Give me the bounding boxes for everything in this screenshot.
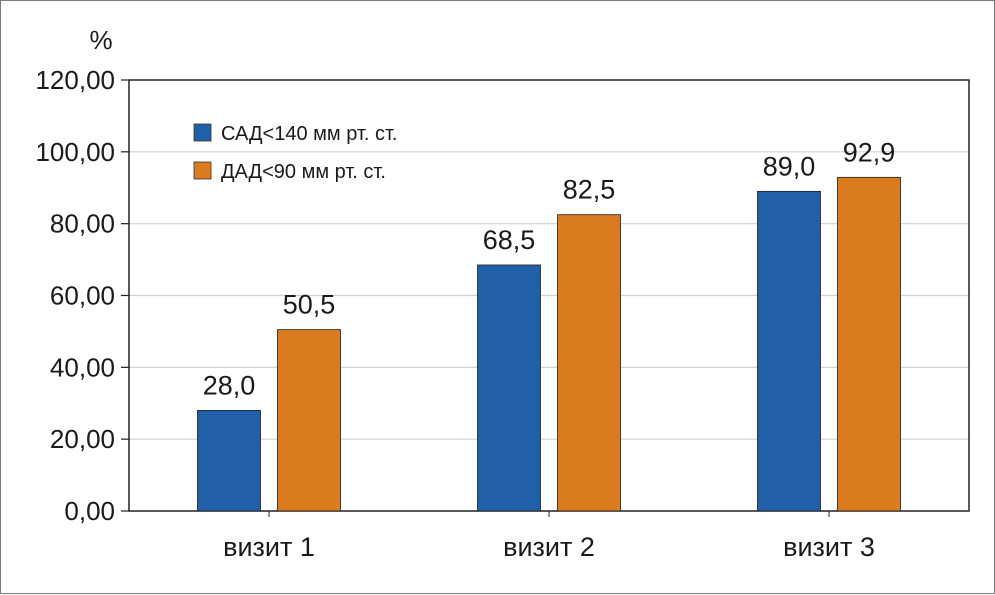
data-label: 28,0 [203, 370, 256, 400]
legend: САД<140 мм рт. ст. ДАД<90 мм рт. ст. [193, 123, 397, 183]
bar [837, 176, 901, 512]
bar [277, 329, 341, 512]
data-label: 68,5 [483, 225, 536, 255]
legend-swatch-dad [193, 161, 212, 180]
bar [557, 214, 621, 512]
y-tick-label: 100,00 [35, 137, 115, 167]
bar [757, 190, 821, 512]
data-label: 82,5 [563, 175, 616, 205]
bar [477, 264, 541, 512]
x-category-label: визит 3 [783, 532, 875, 562]
y-tick-label: 80,00 [50, 209, 115, 239]
y-tick-label: 0,00 [64, 496, 115, 526]
y-tick-label: 40,00 [50, 352, 115, 382]
legend-swatch-sad [193, 123, 212, 142]
y-axis-unit-label: % [89, 25, 112, 55]
x-category-label: визит 2 [503, 532, 595, 562]
legend-label-dad: ДАД<90 мм рт. ст. [221, 161, 386, 183]
bar [197, 410, 261, 512]
data-label: 50,5 [283, 290, 336, 320]
data-label: 89,0 [763, 151, 816, 181]
y-tick-label: 120,00 [35, 65, 115, 95]
data-label: 92,9 [843, 137, 896, 167]
y-tick-label: 60,00 [50, 281, 115, 311]
y-tick-label: 20,00 [50, 424, 115, 454]
x-category-label: визит 1 [223, 532, 315, 562]
legend-label-sad: САД<140 мм рт. ст. [221, 123, 397, 145]
